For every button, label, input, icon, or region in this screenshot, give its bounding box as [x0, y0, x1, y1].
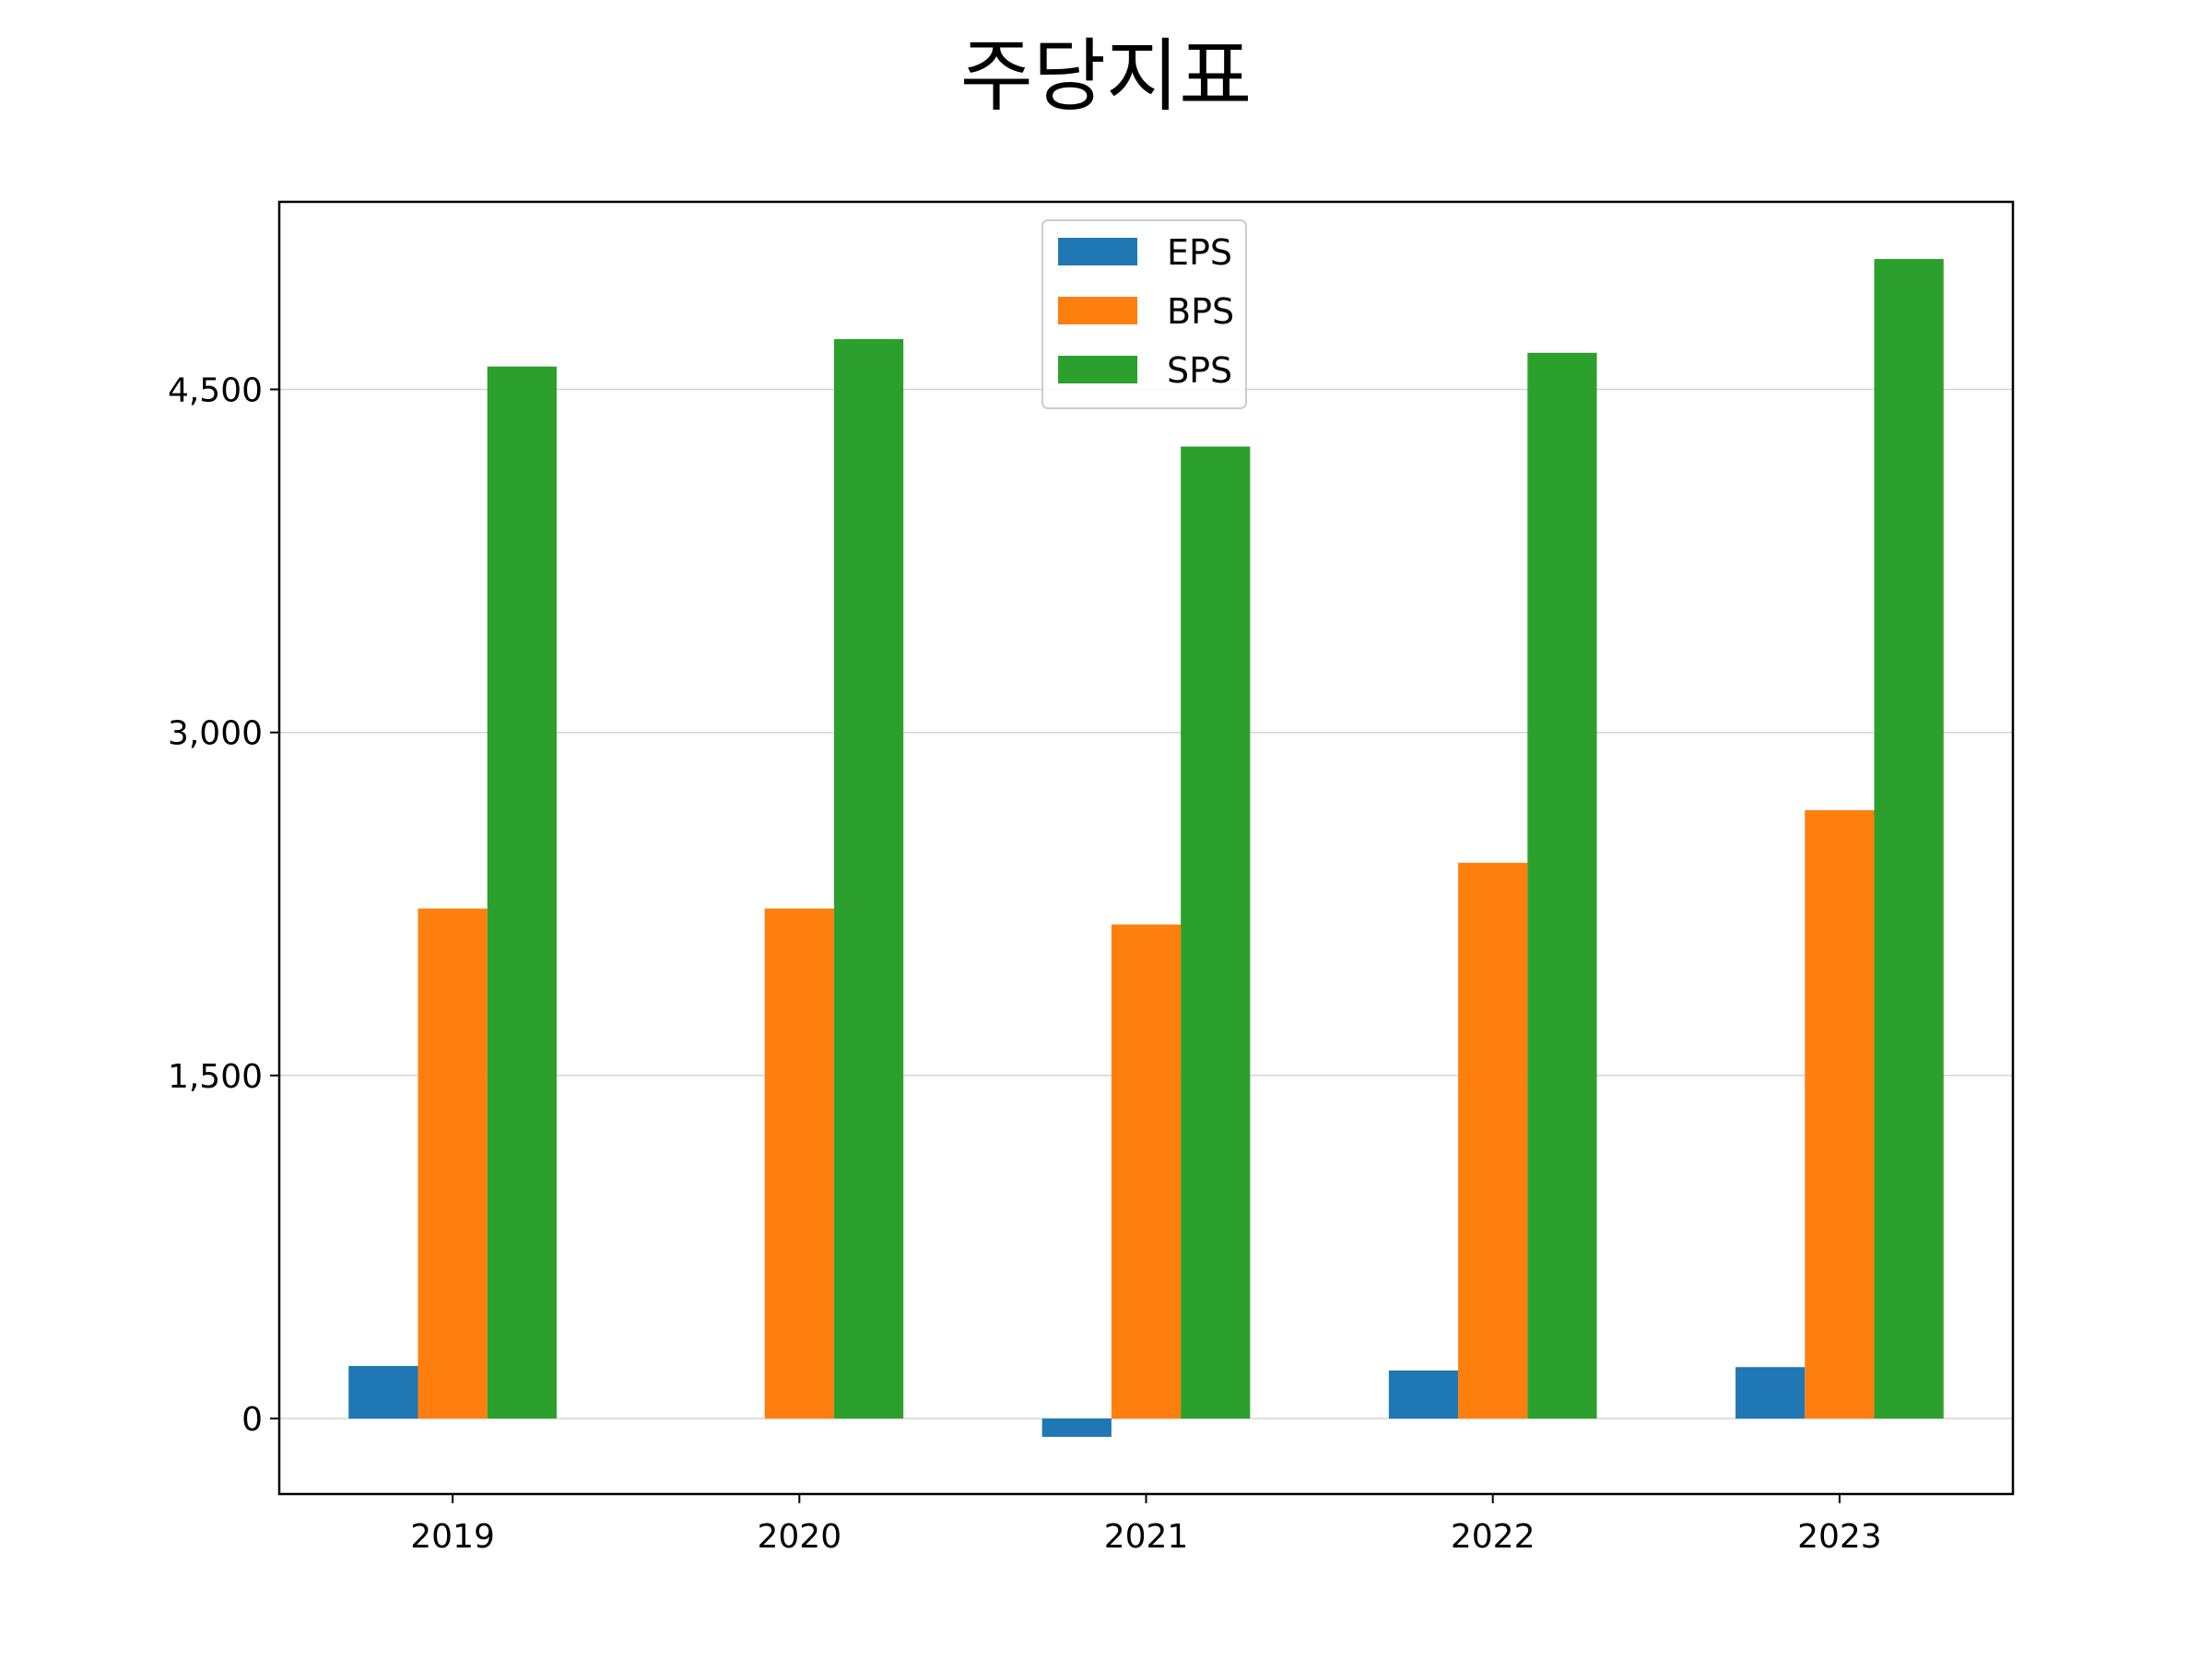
legend-swatch-bps	[1058, 297, 1137, 324]
y-tick-label: 3,000	[168, 715, 263, 753]
bars	[348, 259, 1944, 1437]
y-axis: 0 1,500 3,000 4,500	[168, 371, 279, 1439]
bar-sps-2019	[487, 366, 557, 1419]
chart-title: 주당지표	[959, 30, 1253, 123]
bar-sps-2022	[1527, 352, 1597, 1419]
legend: EPS BPS SPS	[1041, 219, 1247, 409]
legend-swatch-sps	[1058, 356, 1137, 383]
legend-label-bps: BPS	[1167, 291, 1234, 332]
x-axis: 2019 2020 2021 2022 2023	[410, 1494, 1882, 1556]
x-tick-label: 2019	[410, 1518, 495, 1556]
bar-sps-2020	[833, 338, 904, 1419]
x-tick-label: 2023	[1797, 1518, 1882, 1556]
x-tick-label: 2021	[1104, 1518, 1189, 1556]
y-tick-label: 0	[241, 1401, 263, 1439]
bar-bps-2023	[1805, 810, 1875, 1419]
legend-swatch-eps	[1058, 238, 1137, 265]
bar-bps-2019	[418, 908, 488, 1419]
bar-bps-2022	[1458, 863, 1528, 1419]
bar-bps-2020	[764, 908, 834, 1419]
bar-eps-2023	[1735, 1367, 1806, 1419]
y-tick-label: 1,500	[168, 1058, 263, 1096]
bar-eps-2019	[348, 1366, 418, 1419]
bar-bps-2021	[1111, 924, 1182, 1419]
legend-label-eps: EPS	[1167, 232, 1232, 273]
bar-eps-2022	[1388, 1371, 1459, 1419]
bar-sps-2023	[1874, 259, 1944, 1419]
bar-eps-2021	[1041, 1418, 1112, 1437]
bar-sps-2021	[1181, 446, 1251, 1419]
x-tick-label: 2020	[757, 1518, 841, 1556]
legend-label-sps: SPS	[1167, 350, 1232, 391]
x-tick-label: 2022	[1451, 1518, 1535, 1556]
y-tick-label: 4,500	[168, 371, 263, 409]
